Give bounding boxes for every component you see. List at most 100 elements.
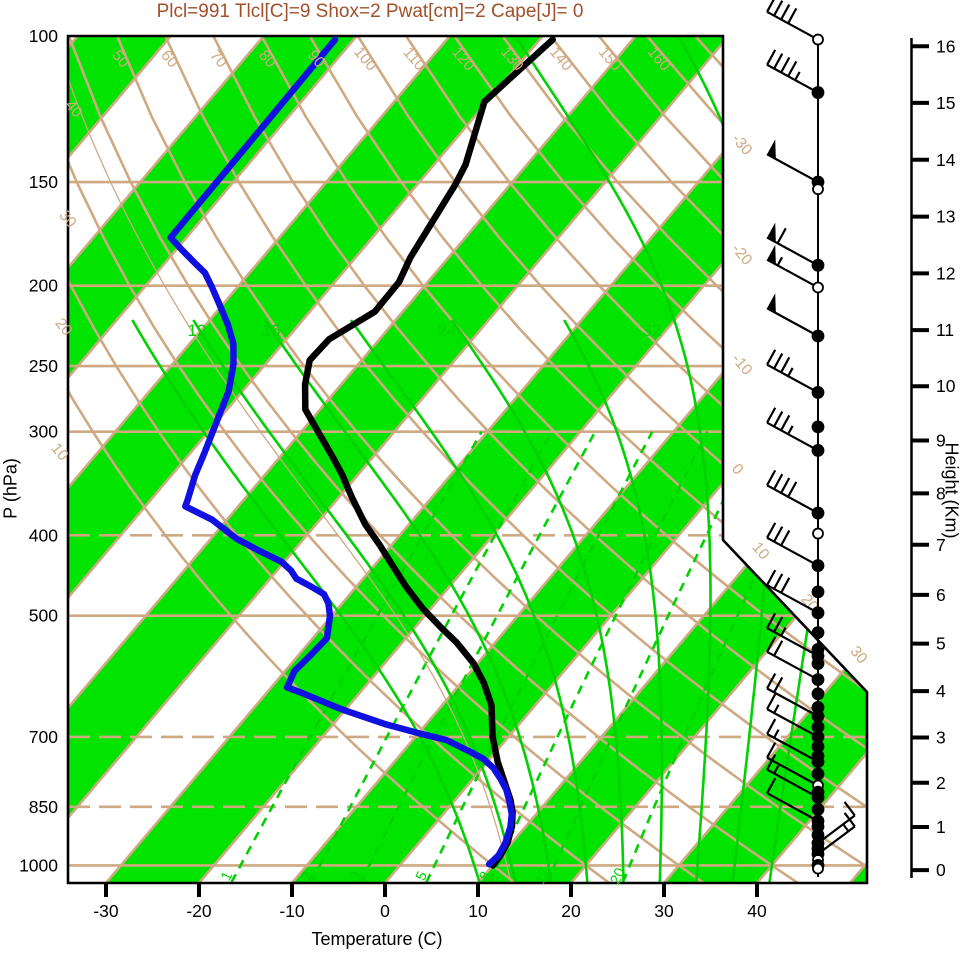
temperature-tick-label: -10	[279, 901, 305, 921]
wind-barb	[766, 293, 819, 337]
level-marker-open	[812, 183, 824, 196]
height-tick-label: 15	[936, 93, 955, 113]
height-tick-label: 12	[936, 263, 955, 283]
level-marker-filled	[811, 657, 825, 670]
pressure-tick-label: 150	[29, 172, 58, 192]
level-marker-filled	[811, 386, 825, 399]
isotherm-label: -10	[728, 351, 756, 379]
level-marker-filled	[811, 258, 825, 272]
wind-barb	[766, 244, 819, 289]
pressure-tick-label: 100	[29, 26, 58, 46]
wind-barb-column	[766, 0, 856, 877]
dry-adiabat-label: 140	[546, 44, 576, 75]
level-marker-filled	[811, 506, 825, 520]
level-marker-filled	[811, 785, 825, 799]
isotherm-label: -20	[728, 241, 756, 269]
wind-barb	[766, 139, 819, 184]
height-tick-label: 11	[936, 320, 954, 340]
height-tick-label: 1	[936, 817, 946, 837]
plot-border	[66, 34, 869, 885]
pressure-tick-label: 500	[29, 606, 58, 626]
wind-barb	[766, 407, 819, 452]
pressure-tick-label: 850	[29, 797, 58, 817]
chart-title: Plcl=991 Tlcl[C]=9 Shox=2 Pwat[cm]=2 Cap…	[156, 1, 584, 22]
pressure-tick-label: 300	[29, 422, 58, 442]
temperature-tick-label: 10	[468, 901, 488, 921]
pressure-axis: 100 150 200 250 300 400 500 700 850 1000	[19, 26, 58, 875]
temperature-axis: -30 -20 -10 0 10 20 30 40	[93, 884, 767, 921]
wind-barb	[766, 469, 819, 515]
temperature-tick-label: -20	[186, 901, 212, 921]
height-tick-label: 13	[936, 207, 955, 227]
level-marker-filled	[811, 842, 825, 856]
pressure-tick-label: 200	[29, 276, 58, 296]
parcel-path	[68, 36, 512, 883]
isotherm-label: 10	[748, 539, 772, 563]
wind-barb	[766, 742, 819, 787]
pressure-tick-label: 400	[29, 525, 58, 545]
level-marker-filled	[811, 643, 825, 656]
height-tick-label: 0	[936, 860, 946, 880]
wind-barb	[766, 49, 819, 94]
pressure-tick-label: 1000	[19, 855, 58, 875]
temperature-tick-label: -30	[93, 901, 119, 921]
pressure-tick-label: 700	[29, 727, 58, 747]
wind-barb	[766, 754, 819, 799]
level-marker-filled	[811, 701, 825, 714]
height-tick-label: 10	[936, 376, 956, 396]
level-marker-filled	[811, 420, 825, 434]
height-tick-label: 2	[936, 773, 946, 793]
wind-barb	[766, 0, 819, 41]
wind-barb	[766, 777, 819, 822]
level-marker-filled	[811, 329, 825, 343]
level-marker-filled	[811, 720, 825, 734]
isotherm-label: 0	[728, 461, 747, 479]
level-marker-filled	[811, 626, 825, 640]
wind-barb	[766, 612, 819, 657]
level-marker-filled	[811, 673, 825, 686]
moist-adiabat-label: 32	[643, 321, 662, 340]
isotherm-label: -30	[728, 131, 756, 159]
height-tick-label: 14	[936, 150, 956, 170]
dewpoint-curve	[167, 36, 516, 868]
moist-adiabat-label: 12	[188, 321, 207, 340]
dry-adiabat-label: 30	[55, 207, 79, 231]
level-marker-filled	[811, 606, 825, 620]
mixing-ratio-label: 5	[413, 869, 431, 883]
level-marker-open	[812, 862, 824, 875]
temperature-tick-label: 0	[380, 901, 390, 921]
level-marker-filled	[811, 767, 825, 781]
wind-barb	[766, 718, 819, 763]
height-tick-label: 6	[936, 585, 946, 605]
height-tick-label: 9	[936, 431, 946, 451]
level-marker-filled	[811, 585, 825, 599]
wind-barb	[766, 569, 819, 614]
wind-barb	[766, 349, 819, 394]
level-marker-filled	[811, 828, 825, 842]
height-tick-label: 3	[936, 727, 946, 747]
level-marker-open	[812, 527, 824, 540]
dry-adiabat-label: 70	[206, 47, 230, 71]
height-tick-label: 5	[936, 634, 946, 654]
level-marker-open	[812, 281, 824, 294]
level-marker-filled	[811, 559, 825, 572]
pressure-tick-label: 250	[29, 356, 58, 376]
height-tick-label: 8	[936, 483, 946, 503]
level-marker-filled	[811, 802, 825, 816]
level-marker-filled	[811, 86, 825, 99]
mixing-ratio-label: 12	[532, 866, 553, 887]
wind-barb	[766, 636, 819, 681]
level-marker-filled	[811, 444, 825, 457]
temperature-tick-label: 20	[561, 901, 581, 921]
temperature-tick-label: 40	[747, 901, 767, 921]
level-marker-filled	[811, 687, 825, 701]
moist-adiabat-lines	[131, 36, 854, 883]
level-marker-filled	[811, 749, 825, 763]
dry-adiabat-label: 100	[350, 44, 380, 75]
level-marker-open	[812, 33, 824, 46]
height-tick-label: 7	[936, 535, 946, 555]
wind-barb	[766, 693, 819, 738]
